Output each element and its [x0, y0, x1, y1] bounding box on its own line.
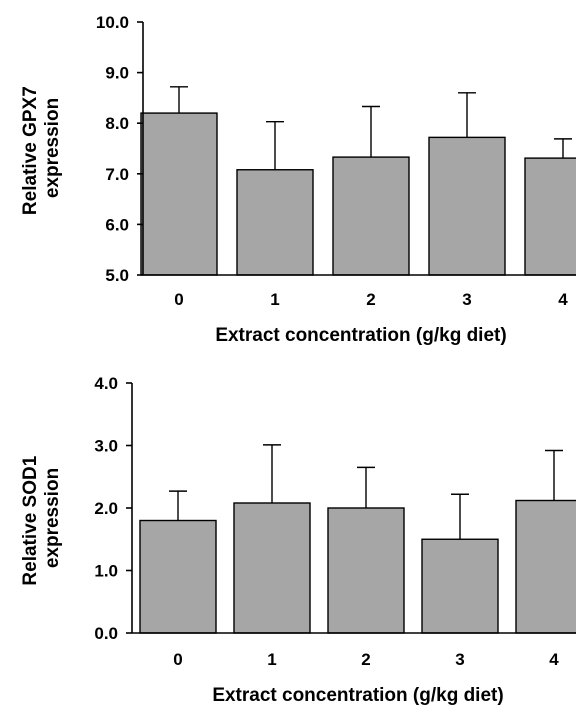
sod1-error-bar — [357, 466, 375, 508]
gpx7-error-bar — [266, 120, 284, 170]
gpx7-x-tick-label: 2 — [366, 290, 375, 309]
sod1-x-tick-label: 1 — [267, 650, 276, 669]
sod1-x-tick-labels: 0 1 2 3 4 — [173, 650, 559, 669]
sod1-x-tick-label: 4 — [549, 650, 559, 669]
sod1-error-bar — [169, 490, 187, 521]
gpx7-chart: 5.0 6.0 7.0 8.0 9.0 10.0 0 1 2 3 4 Relative GPX7 … — [20, 13, 576, 346]
gpx7-y-tick-label: 7.0 — [105, 165, 129, 184]
gpx7-error-bar — [170, 86, 188, 114]
sod1-bar — [327, 507, 405, 634]
gpx7-x-tick-label: 4 — [558, 290, 568, 309]
sod1-y-tick-label: 1.0 — [94, 562, 118, 581]
gpx7-error-bar — [554, 138, 572, 159]
sod1-y-axis-title-line1: Relative SOD1 — [20, 455, 41, 585]
gpx7-bar — [332, 156, 410, 276]
gpx7-y-tick-label: 9.0 — [105, 64, 129, 83]
gpx7-bars — [140, 112, 576, 276]
sod1-bar — [139, 519, 217, 634]
gpx7-y-axis-title-line1: Relative GPX7 — [20, 86, 41, 215]
gpx7-x-axis-title: Extract concentration (g/kg diet) — [215, 325, 506, 346]
sod1-x-tick-label: 0 — [173, 650, 182, 669]
gpx7-y-tick-label: 10.0 — [96, 13, 129, 32]
gpx7-y-axis-title: Relative GPX7 expression — [20, 81, 63, 215]
sod1-error-bar — [451, 493, 469, 540]
sod1-error-bar — [545, 449, 563, 501]
sod1-bars — [139, 499, 576, 634]
gpx7-y-tick-label: 6.0 — [105, 215, 129, 234]
sod1-y-axis-title: Relative SOD1 expression — [20, 450, 63, 585]
gpx7-y-tick-label: 5.0 — [105, 266, 129, 285]
sod1-y-tick-label: 2.0 — [94, 499, 118, 518]
gpx7-bar — [236, 169, 314, 276]
sod1-x-tick-label: 2 — [361, 650, 370, 669]
sod1-y-ticks: 0.0 1.0 2.0 3.0 4.0 — [94, 374, 132, 643]
sod1-error-bars — [169, 444, 563, 540]
gpx7-x-tick-label: 0 — [174, 290, 183, 309]
sod1-error-bar — [263, 444, 281, 503]
sod1-y-axis-title-line2: expression — [42, 468, 63, 568]
gpx7-error-bar — [458, 92, 476, 138]
gpx7-y-ticks: 5.0 6.0 7.0 8.0 9.0 10.0 — [96, 13, 143, 285]
sod1-y-tick-label: 4.0 — [94, 374, 118, 393]
gpx7-error-bars — [170, 86, 572, 170]
sod1-x-axis-title: Extract concentration (g/kg diet) — [212, 685, 503, 706]
gpx7-error-bar — [362, 105, 380, 158]
gpx7-x-tick-label: 1 — [270, 290, 279, 309]
sod1-y-tick-label: 0.0 — [94, 624, 118, 643]
sod1-x-tick-label: 3 — [455, 650, 464, 669]
gpx7-x-tick-label: 3 — [462, 290, 471, 309]
sod1-bar — [515, 499, 576, 634]
gpx7-y-tick-label: 8.0 — [105, 114, 129, 133]
sod1-y-tick-label: 3.0 — [94, 437, 118, 456]
sod1-bar — [233, 502, 311, 634]
gpx7-x-tick-labels: 0 1 2 3 4 — [174, 290, 568, 309]
gpx7-bar — [428, 136, 506, 276]
gpx7-bar — [524, 157, 576, 276]
sod1-chart: 0.0 1.0 2.0 3.0 4.0 0 1 2 3 4 Relative SOD1 expr… — [20, 374, 576, 706]
gpx7-y-axis-title-line2: expression — [42, 98, 63, 198]
gpx7-bar — [140, 112, 218, 276]
sod1-bar — [421, 538, 499, 634]
